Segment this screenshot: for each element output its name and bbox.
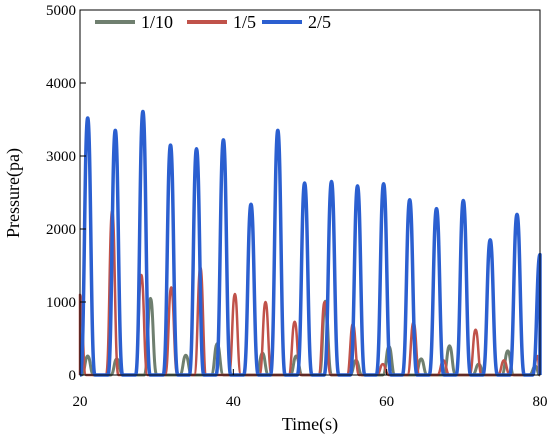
y-tick-label: 1000 [46,295,76,311]
y-tick-label: 3000 [46,149,76,165]
legend-label-1: 1/10 [141,12,173,32]
y-axis-title: Pressure(pa) [3,148,24,238]
plot-frame [79,9,541,376]
series-line-3 [78,109,542,377]
x-tick-label: 60 [379,394,394,410]
legend-label-3: 2/5 [308,12,331,32]
legend-label-2: 1/5 [233,12,256,32]
series-layer [78,109,542,377]
legend: 1/10 1/5 2/5 [95,12,331,32]
y-tick-label: 5000 [46,3,76,19]
y-tick-label: 0 [69,368,77,384]
x-tick-label: 80 [533,394,548,410]
axes-layer: 20 40 60 80 0 1000 2000 3000 4000 5000 [46,3,548,410]
x-tick-label: 20 [73,394,88,410]
x-tick-label: 40 [226,394,241,410]
y-tick-label: 4000 [46,76,76,92]
x-axis-title: Time(s) [282,414,338,435]
y-tick-label: 2000 [46,222,76,238]
